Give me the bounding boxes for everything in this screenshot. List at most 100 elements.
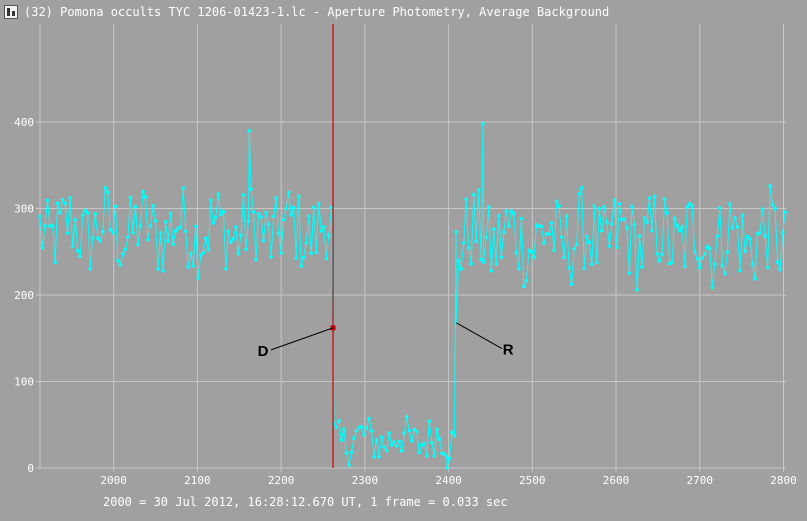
data-point: [630, 204, 634, 209]
data-point: [329, 205, 334, 210]
data-point: [409, 439, 414, 443]
data-point: [183, 229, 188, 234]
data-point: [75, 248, 80, 253]
data-point: [532, 255, 536, 260]
x-tick-label: 2700: [687, 474, 714, 487]
annotation-pointer-d: [270, 327, 334, 351]
data-point: [412, 427, 417, 432]
annotation-label-d: D: [258, 343, 269, 360]
data-point: [464, 197, 468, 201]
data-point: [733, 216, 737, 220]
data-point: [770, 203, 775, 207]
data-point: [773, 206, 777, 211]
data-point: [425, 454, 429, 458]
data-point: [435, 427, 439, 432]
data-point: [241, 193, 246, 197]
app-icon[interactable]: [4, 5, 18, 19]
data-point: [203, 236, 208, 240]
data-point: [452, 433, 457, 438]
data-point: [221, 209, 226, 214]
window-title: (32) Pomona occults TYC 1206-01423-1.lc …: [24, 5, 610, 19]
data-point: [271, 214, 276, 219]
x-tick-label: 2200: [268, 474, 295, 487]
data-point: [569, 282, 574, 286]
data-point: [459, 267, 463, 271]
data-point: [685, 205, 690, 209]
data-point: [43, 224, 47, 228]
data-point: [748, 237, 752, 241]
data-point: [337, 419, 341, 423]
data-point: [394, 444, 399, 448]
data-point: [695, 257, 700, 261]
data-point: [768, 184, 772, 188]
data-point: [479, 257, 484, 262]
data-point: [670, 260, 674, 265]
data-point: [579, 185, 584, 190]
data-point: [422, 441, 427, 446]
data-point: [557, 204, 561, 208]
data-point: [529, 250, 534, 254]
data-point: [650, 228, 654, 233]
data-point: [502, 230, 506, 234]
data-point: [517, 266, 521, 271]
data-point: [304, 241, 309, 245]
data-point: [264, 210, 268, 215]
data-point: [226, 229, 231, 233]
data-point: [311, 205, 316, 210]
data-point: [38, 214, 42, 219]
data-point: [662, 197, 667, 201]
title-bar: (32) Pomona occults TYC 1206-01423-1.lc …: [0, 0, 807, 24]
data-point: [504, 209, 509, 213]
data-point: [266, 222, 271, 227]
data-point: [652, 194, 657, 198]
data-point: [602, 204, 607, 209]
data-point: [607, 244, 612, 248]
data-point: [93, 211, 98, 216]
data-point: [672, 216, 677, 220]
data-point: [214, 215, 218, 220]
data-point: [454, 230, 458, 234]
data-point: [577, 192, 581, 196]
data-point: [90, 236, 95, 240]
data-point: [201, 250, 206, 255]
data-point: [402, 431, 407, 436]
data-point: [389, 443, 394, 447]
data-point: [481, 121, 485, 126]
data-point: [622, 217, 627, 221]
data-point: [554, 199, 559, 204]
data-point: [153, 218, 158, 223]
data-point: [582, 266, 587, 271]
data-point: [121, 252, 125, 256]
data-point: [753, 277, 757, 281]
data-point: [50, 223, 55, 228]
data-point: [564, 214, 569, 218]
data-point: [642, 216, 647, 220]
data-point: [592, 204, 597, 208]
data-point: [334, 425, 339, 430]
data-point: [484, 235, 489, 240]
data-point: [382, 445, 386, 449]
data-point: [111, 230, 115, 235]
data-point: [605, 220, 609, 225]
data-point: [143, 195, 148, 199]
data-point: [327, 233, 331, 237]
data-point: [191, 264, 196, 268]
data-point: [574, 242, 579, 247]
data-point: [196, 276, 201, 281]
y-tick-label: 400: [14, 116, 34, 129]
data-point: [98, 239, 103, 243]
data-point: [647, 196, 652, 200]
data-point: [632, 222, 637, 227]
data-point: [587, 240, 592, 245]
data-point: [344, 451, 349, 455]
data-point: [471, 192, 476, 197]
data-point: [708, 246, 712, 251]
data-point: [680, 225, 684, 229]
data-point: [399, 448, 404, 453]
data-point: [384, 448, 389, 453]
data-point: [539, 224, 544, 229]
data-point: [161, 269, 165, 273]
data-point: [702, 252, 707, 256]
data-point: [198, 253, 203, 257]
